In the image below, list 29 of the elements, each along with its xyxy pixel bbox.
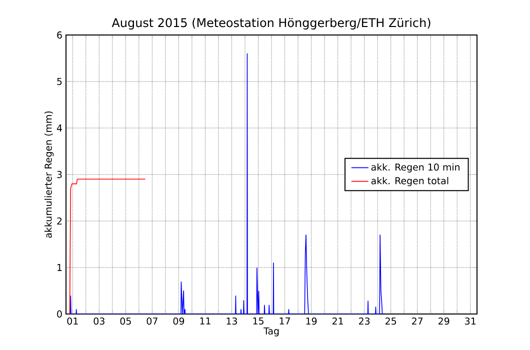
x-tick-label: 23 <box>358 318 370 325</box>
x-tick-label: 31 <box>465 318 476 325</box>
y-tick-label: 2 <box>57 217 62 225</box>
x-tick-label: 25 <box>385 318 396 325</box>
x-tick-label: 03 <box>94 318 104 325</box>
x-tick-label: 27 <box>412 318 423 325</box>
x-tick-label: 21 <box>332 318 343 325</box>
legend-label: akk. Regen 10 min <box>371 163 460 172</box>
y-tick-label: 0 <box>57 310 62 318</box>
x-axis-title: Tag <box>263 328 279 336</box>
x-tick-label: 11 <box>200 318 210 324</box>
y-tick-label: 4 <box>56 124 62 132</box>
legend-label: akk. Regen total <box>371 176 448 186</box>
x-tick-label: 19 <box>306 318 317 325</box>
y-axis-title: akkumulierter Regen (mm) <box>44 111 54 238</box>
line-series <box>69 178 146 314</box>
chart-title: August 2015 (Meteostation Hönggerberg/ETH Zürich) <box>112 18 430 30</box>
y-tick-label: 5 <box>57 78 62 86</box>
y-tick-label: 1 <box>58 264 62 271</box>
x-tick-label: 05 <box>120 318 131 325</box>
x-tick-label: 01 <box>67 318 78 325</box>
x-tick-label: 07 <box>146 318 158 325</box>
y-tick-label: 3 <box>57 170 62 178</box>
x-tick-label: 09 <box>173 318 184 325</box>
y-tick-label: 6 <box>57 31 62 39</box>
x-tick-label: 13 <box>226 318 237 325</box>
x-tick-label: 15 <box>253 318 264 325</box>
x-tick-label: 17 <box>280 318 290 324</box>
x-tick-label: 29 <box>438 318 450 325</box>
